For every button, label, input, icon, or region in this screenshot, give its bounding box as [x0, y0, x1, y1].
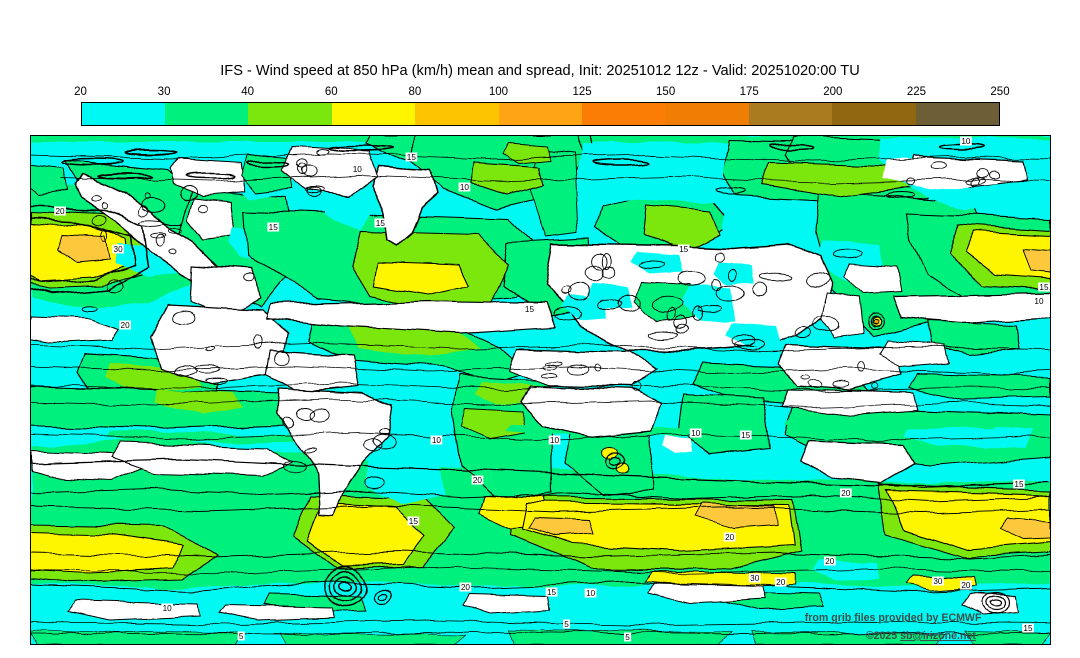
svg-text:30: 30 [114, 245, 124, 254]
svg-text:15: 15 [1039, 283, 1049, 292]
svg-text:20: 20 [825, 557, 835, 566]
svg-text:10: 10 [691, 429, 701, 438]
svg-text:10: 10 [586, 589, 596, 598]
svg-text:15: 15 [407, 153, 417, 162]
svg-text:10: 10 [961, 137, 971, 146]
svg-text:10: 10 [1034, 297, 1044, 306]
svg-text:15: 15 [409, 517, 419, 526]
svg-text:20: 20 [725, 533, 735, 542]
svg-text:15: 15 [376, 219, 386, 228]
svg-text:©2025 sb@irizone.net: ©2025 sb@irizone.net [866, 630, 977, 642]
svg-text:20: 20 [461, 583, 471, 592]
svg-text:20: 20 [55, 207, 65, 216]
svg-text:10: 10 [432, 436, 442, 445]
svg-text:20: 20 [841, 489, 851, 498]
svg-text:5: 5 [239, 632, 244, 641]
svg-text:20: 20 [121, 321, 131, 330]
svg-text:15: 15 [679, 245, 689, 254]
svg-text:20: 20 [473, 476, 483, 485]
svg-text:30: 30 [750, 574, 760, 583]
svg-text:10: 10 [163, 604, 173, 613]
svg-text:15: 15 [741, 431, 751, 440]
svg-text:10: 10 [550, 436, 560, 445]
svg-text:15: 15 [1023, 624, 1033, 633]
svg-text:15: 15 [525, 305, 535, 314]
svg-text:10: 10 [353, 165, 363, 174]
svg-text:20: 20 [776, 578, 786, 587]
svg-text:15: 15 [269, 223, 279, 232]
svg-text:15: 15 [547, 588, 557, 597]
svg-text:10: 10 [460, 183, 470, 192]
svg-text:5: 5 [564, 620, 569, 629]
svg-text:20: 20 [961, 581, 971, 590]
svg-text:from grib files provided by EC: from grib files provided by ECMWF [805, 612, 982, 624]
svg-text:30: 30 [933, 577, 943, 586]
svg-text:15: 15 [1014, 480, 1024, 489]
svg-text:5: 5 [625, 633, 630, 642]
